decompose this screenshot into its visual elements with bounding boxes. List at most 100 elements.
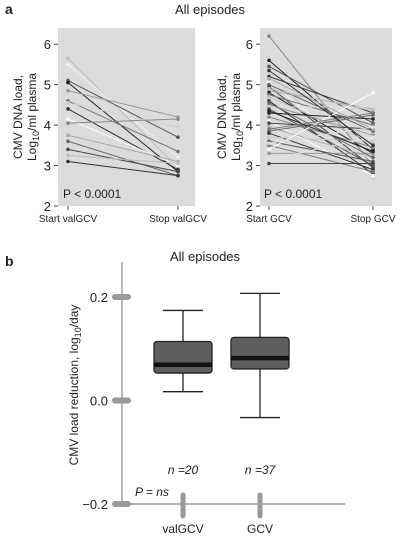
gcv-box bbox=[230, 336, 290, 370]
panel-a-title: All episodes bbox=[175, 2, 246, 17]
gcv-start-point bbox=[267, 64, 271, 69]
valgcv-series-line bbox=[67, 57, 179, 168]
gcv-stop-point bbox=[371, 125, 375, 129]
valgcv-box bbox=[153, 340, 213, 374]
gcv-x-tick-stop: Stop GCV bbox=[350, 214, 395, 225]
valgcv-series-line bbox=[67, 102, 179, 128]
n-label-valgcv: n =20 bbox=[168, 463, 199, 477]
gcv-start-point bbox=[267, 68, 271, 73]
gcv-series-line bbox=[268, 88, 374, 112]
box-plot-y-axis: 0.2 0.0 −0.2 bbox=[82, 290, 131, 512]
valgcv-start-point bbox=[66, 121, 70, 125]
valgcv-y-tick-label: 3 bbox=[44, 159, 51, 174]
valgcv-series-line bbox=[67, 134, 179, 162]
valgcv-series-line bbox=[67, 161, 179, 177]
valgcv-start-point bbox=[66, 139, 70, 144]
gcv-stop-point bbox=[371, 90, 375, 95]
box-plot-y-tick-label: −0.2 bbox=[82, 497, 108, 512]
valgcv-series-line bbox=[67, 118, 179, 124]
valgcv-start-point bbox=[66, 62, 70, 67]
gcv-p-value: P < 0.0001 bbox=[264, 187, 322, 201]
valgcv-start-point bbox=[66, 88, 70, 93]
gcv-start-point bbox=[267, 58, 271, 63]
gcv-series-line bbox=[268, 59, 374, 150]
box-plot-p-value: P = ns bbox=[135, 485, 169, 499]
gcv-y-axis-label-line2: Log10/ml plasma bbox=[229, 73, 245, 161]
valgcv-p-value: P < 0.0001 bbox=[63, 187, 121, 201]
valgcv-series-line bbox=[67, 64, 179, 158]
gcv-y-tick-label: 3 bbox=[246, 159, 253, 174]
n-label-gcv: n =37 bbox=[245, 463, 277, 477]
gcv-start-point bbox=[267, 141, 271, 146]
gcv-stop-point bbox=[371, 117, 375, 121]
valgcv-x-tick-start: Start valGCV bbox=[39, 214, 98, 225]
gcv-series-line bbox=[268, 108, 374, 166]
panel-a-letter: a bbox=[5, 1, 13, 17]
gcv-series-line bbox=[268, 112, 374, 130]
box-plot-y-axis-label: CMV load reduction, log10/day bbox=[67, 305, 83, 466]
gcv-start-point bbox=[267, 131, 271, 135]
valgcv-y-tick-label: 5 bbox=[44, 78, 51, 93]
valgcv-series-line bbox=[67, 90, 179, 118]
gcv-stop-point bbox=[371, 169, 375, 174]
gcv-stop-point bbox=[371, 135, 375, 140]
gcv-start-point bbox=[267, 161, 271, 166]
valgcv-y-tick-label: 2 bbox=[44, 199, 51, 214]
valgcv-start-point bbox=[66, 159, 70, 164]
gcv-series-line bbox=[268, 35, 374, 166]
valgcv-stop-point bbox=[176, 117, 180, 121]
gcv-series-line bbox=[268, 122, 374, 130]
valgcv-start-point bbox=[66, 133, 70, 138]
gcv-start-point bbox=[267, 121, 271, 125]
gcv-series-line bbox=[268, 110, 374, 152]
gcv-start-point bbox=[267, 127, 271, 131]
gcv-series-line bbox=[268, 116, 374, 148]
valgcv-stop-point bbox=[176, 155, 180, 160]
gcv-stop-point bbox=[371, 149, 375, 154]
valgcv-stop-point bbox=[176, 125, 180, 129]
gcv-start-point bbox=[267, 101, 271, 105]
gcv-stop-point bbox=[371, 105, 375, 109]
gcv-series-line bbox=[268, 94, 374, 126]
valgcv-start-point bbox=[66, 147, 70, 152]
gcv-series-line bbox=[268, 126, 374, 144]
gcv-start-point bbox=[267, 86, 271, 91]
valgcv-y-axis-label-line2: Log10/ml plasma bbox=[25, 73, 41, 161]
gcv-start-point bbox=[267, 135, 271, 140]
gcv-series-line bbox=[268, 70, 374, 146]
gcv-series-line bbox=[268, 136, 374, 160]
valgcv-series-line bbox=[67, 118, 179, 167]
valgcv-stop-point bbox=[176, 135, 180, 140]
gcv-x-tick-start: Start GCV bbox=[246, 214, 292, 225]
gcv-y-tick-label: 2 bbox=[246, 199, 253, 214]
valgcv-start-point bbox=[66, 153, 70, 158]
gcv-stop-point bbox=[371, 111, 375, 115]
x-tick-gcv: GCV bbox=[247, 522, 273, 536]
gcv-y-tick-label: 4 bbox=[246, 118, 253, 133]
valgcv-lines bbox=[66, 56, 180, 178]
gcv-start-point bbox=[267, 109, 271, 113]
gcv-start-point bbox=[267, 76, 271, 81]
gcv-series-line bbox=[268, 126, 374, 158]
panel-b-title: All episodes bbox=[170, 249, 241, 264]
gcv-stop-point bbox=[371, 173, 375, 178]
gcv-y-axis-label-line1: CMV DNA load, bbox=[215, 75, 229, 159]
gcv-series-line bbox=[268, 78, 374, 130]
gcv-start-point bbox=[267, 151, 271, 156]
gcv-series-line bbox=[268, 114, 374, 132]
gcv-lines bbox=[267, 34, 375, 180]
valgcv-stop-point bbox=[176, 173, 180, 178]
valgcv-start-point bbox=[66, 56, 70, 61]
gcv-series-line bbox=[268, 144, 374, 173]
valgcv-series-line bbox=[67, 148, 179, 173]
gcv-stop-point bbox=[371, 161, 375, 166]
box-plot-y-tick-label: 0.0 bbox=[90, 394, 108, 409]
valgcv-series-line bbox=[67, 108, 179, 171]
valgcv-y-axis-label-line1: CMV DNA load, bbox=[11, 75, 25, 159]
valgcv-stop-point bbox=[176, 161, 180, 166]
valgcv-y-axis: 2 3 4 5 6 bbox=[44, 37, 179, 214]
gcv-start-point bbox=[267, 147, 271, 152]
gcv-start-point bbox=[267, 115, 271, 119]
plot-area-gcv bbox=[260, 28, 392, 206]
